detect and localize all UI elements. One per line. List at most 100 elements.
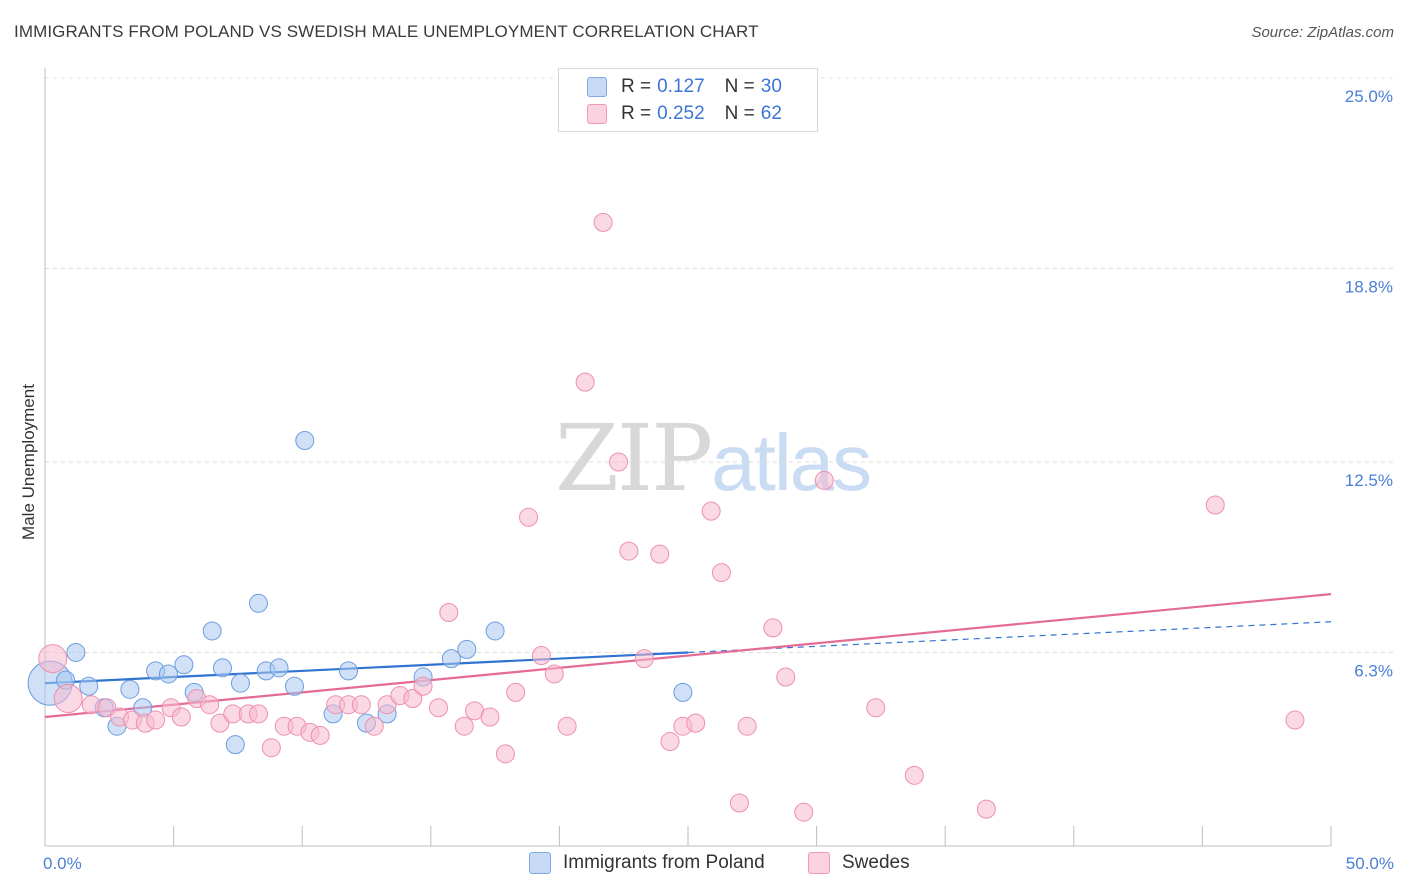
swedes-point	[377, 695, 397, 715]
legend-r-label: R =	[621, 103, 652, 124]
swedes-point	[557, 716, 577, 736]
y-tick-label: 6.3%	[1354, 661, 1393, 680]
legend-row-poland: R = 0.127 N = 30	[587, 74, 802, 100]
poland-point	[225, 735, 245, 755]
legend-n-value: 30	[760, 76, 782, 97]
swedes-point	[210, 713, 230, 733]
poland-point	[269, 658, 289, 678]
poland-point	[66, 642, 86, 662]
legend-swatch-swedes	[587, 104, 607, 124]
swedes-point	[776, 667, 796, 687]
swedes-point	[495, 744, 515, 764]
swedes-point	[1205, 495, 1225, 515]
legend-r-value: 0.127	[657, 76, 705, 97]
legend-n-label: N =	[724, 103, 755, 124]
swedes-point	[609, 452, 629, 472]
swedes-point	[575, 372, 595, 392]
watermark-zip: ZIP	[555, 405, 713, 512]
poland-point	[158, 664, 178, 684]
swedes-point	[261, 738, 281, 758]
legend-r-label: R =	[621, 76, 652, 97]
series-label-swedes: Swedes	[842, 852, 910, 873]
swedes-point	[866, 698, 886, 718]
chart-title: IMMIGRANTS FROM POLAND VS SWEDISH MALE U…	[14, 22, 759, 41]
swedes-point	[53, 684, 83, 714]
source-credit: Source: ZipAtlas.com	[1251, 24, 1394, 41]
poland-point	[485, 621, 505, 641]
y-tick-label: 12.5%	[1345, 471, 1393, 490]
swedes-point	[701, 501, 721, 521]
swedes-point	[519, 507, 539, 527]
swedes-point	[531, 646, 551, 666]
swedes-point	[429, 698, 449, 718]
poland-point	[284, 676, 304, 696]
legend-n-label: N =	[724, 76, 755, 97]
swedes-point	[439, 603, 459, 623]
swedes-point	[146, 710, 166, 730]
swedes-point	[794, 802, 814, 822]
swedes-point	[619, 541, 639, 561]
trend-line-poland-extension	[687, 621, 1332, 654]
swedes-point	[650, 544, 670, 564]
swedes-point	[454, 716, 474, 736]
series-swatch-swedes	[808, 852, 830, 874]
series-legend: Immigrants from Poland Swedes	[0, 852, 1406, 878]
poland-point	[120, 679, 140, 699]
swedes-point	[248, 704, 268, 724]
x-tick-label: 50.0%	[1346, 854, 1394, 873]
poland-point	[230, 673, 250, 693]
poland-point	[295, 430, 315, 450]
data-points	[27, 212, 1305, 822]
y-tick-label: 18.8%	[1345, 277, 1393, 296]
legend-n-value: 62	[760, 103, 782, 124]
swedes-point	[200, 695, 220, 715]
legend-r-value: 0.252	[657, 103, 705, 124]
trend-line-poland	[44, 651, 689, 685]
poland-point	[212, 658, 232, 678]
swedes-point	[544, 664, 564, 684]
swedes-point	[97, 698, 117, 718]
y-tick-label: 25.0%	[1345, 87, 1393, 106]
swedes-point	[506, 682, 526, 702]
tick-labels: 6.3% 12.5% 18.8% 25.0% 0.0% 50.0% Male Unemplo…	[19, 87, 1394, 873]
poland-point	[79, 676, 99, 696]
swedes-point	[1285, 710, 1305, 730]
legend-swatch-poland	[587, 77, 607, 97]
swedes-point	[413, 676, 433, 696]
poland-point	[338, 661, 358, 681]
x-tick-label: 0.0%	[43, 854, 82, 873]
swedes-point	[814, 470, 834, 490]
series-legend-poland[interactable]: Immigrants from Poland	[529, 852, 765, 874]
trend-line-swedes	[44, 593, 1332, 719]
series-swedes-points	[38, 212, 1305, 822]
poland-point	[248, 593, 268, 613]
swedes-point	[403, 689, 423, 709]
swedes-point	[593, 212, 613, 232]
swedes-point	[763, 618, 783, 638]
swedes-point	[634, 649, 654, 669]
swedes-point	[81, 695, 101, 715]
swedes-point	[976, 799, 996, 819]
poland-point	[441, 649, 461, 669]
poland-point	[174, 655, 194, 675]
swedes-point	[904, 765, 924, 785]
swedes-point	[737, 716, 757, 736]
swedes-point	[711, 563, 731, 583]
swedes-point	[38, 644, 68, 674]
correlation-legend: R = 0.127 N = 30 R = 0.252 N = 62	[558, 68, 818, 132]
y-axis-label: Male Unemployment	[19, 384, 38, 540]
swedes-point	[310, 725, 330, 745]
poland-point	[673, 682, 693, 702]
swedes-point	[729, 793, 749, 813]
poland-point	[202, 621, 222, 641]
series-swatch-poland	[529, 852, 551, 874]
series-legend-swedes[interactable]: Swedes	[808, 852, 910, 874]
legend-row-swedes: R = 0.252 N = 62	[587, 101, 802, 127]
series-label-poland: Immigrants from Poland	[563, 852, 765, 873]
swedes-point	[364, 716, 384, 736]
swedes-point	[480, 707, 500, 727]
swedes-point	[686, 713, 706, 733]
poland-point	[457, 639, 477, 659]
swedes-point	[351, 695, 371, 715]
